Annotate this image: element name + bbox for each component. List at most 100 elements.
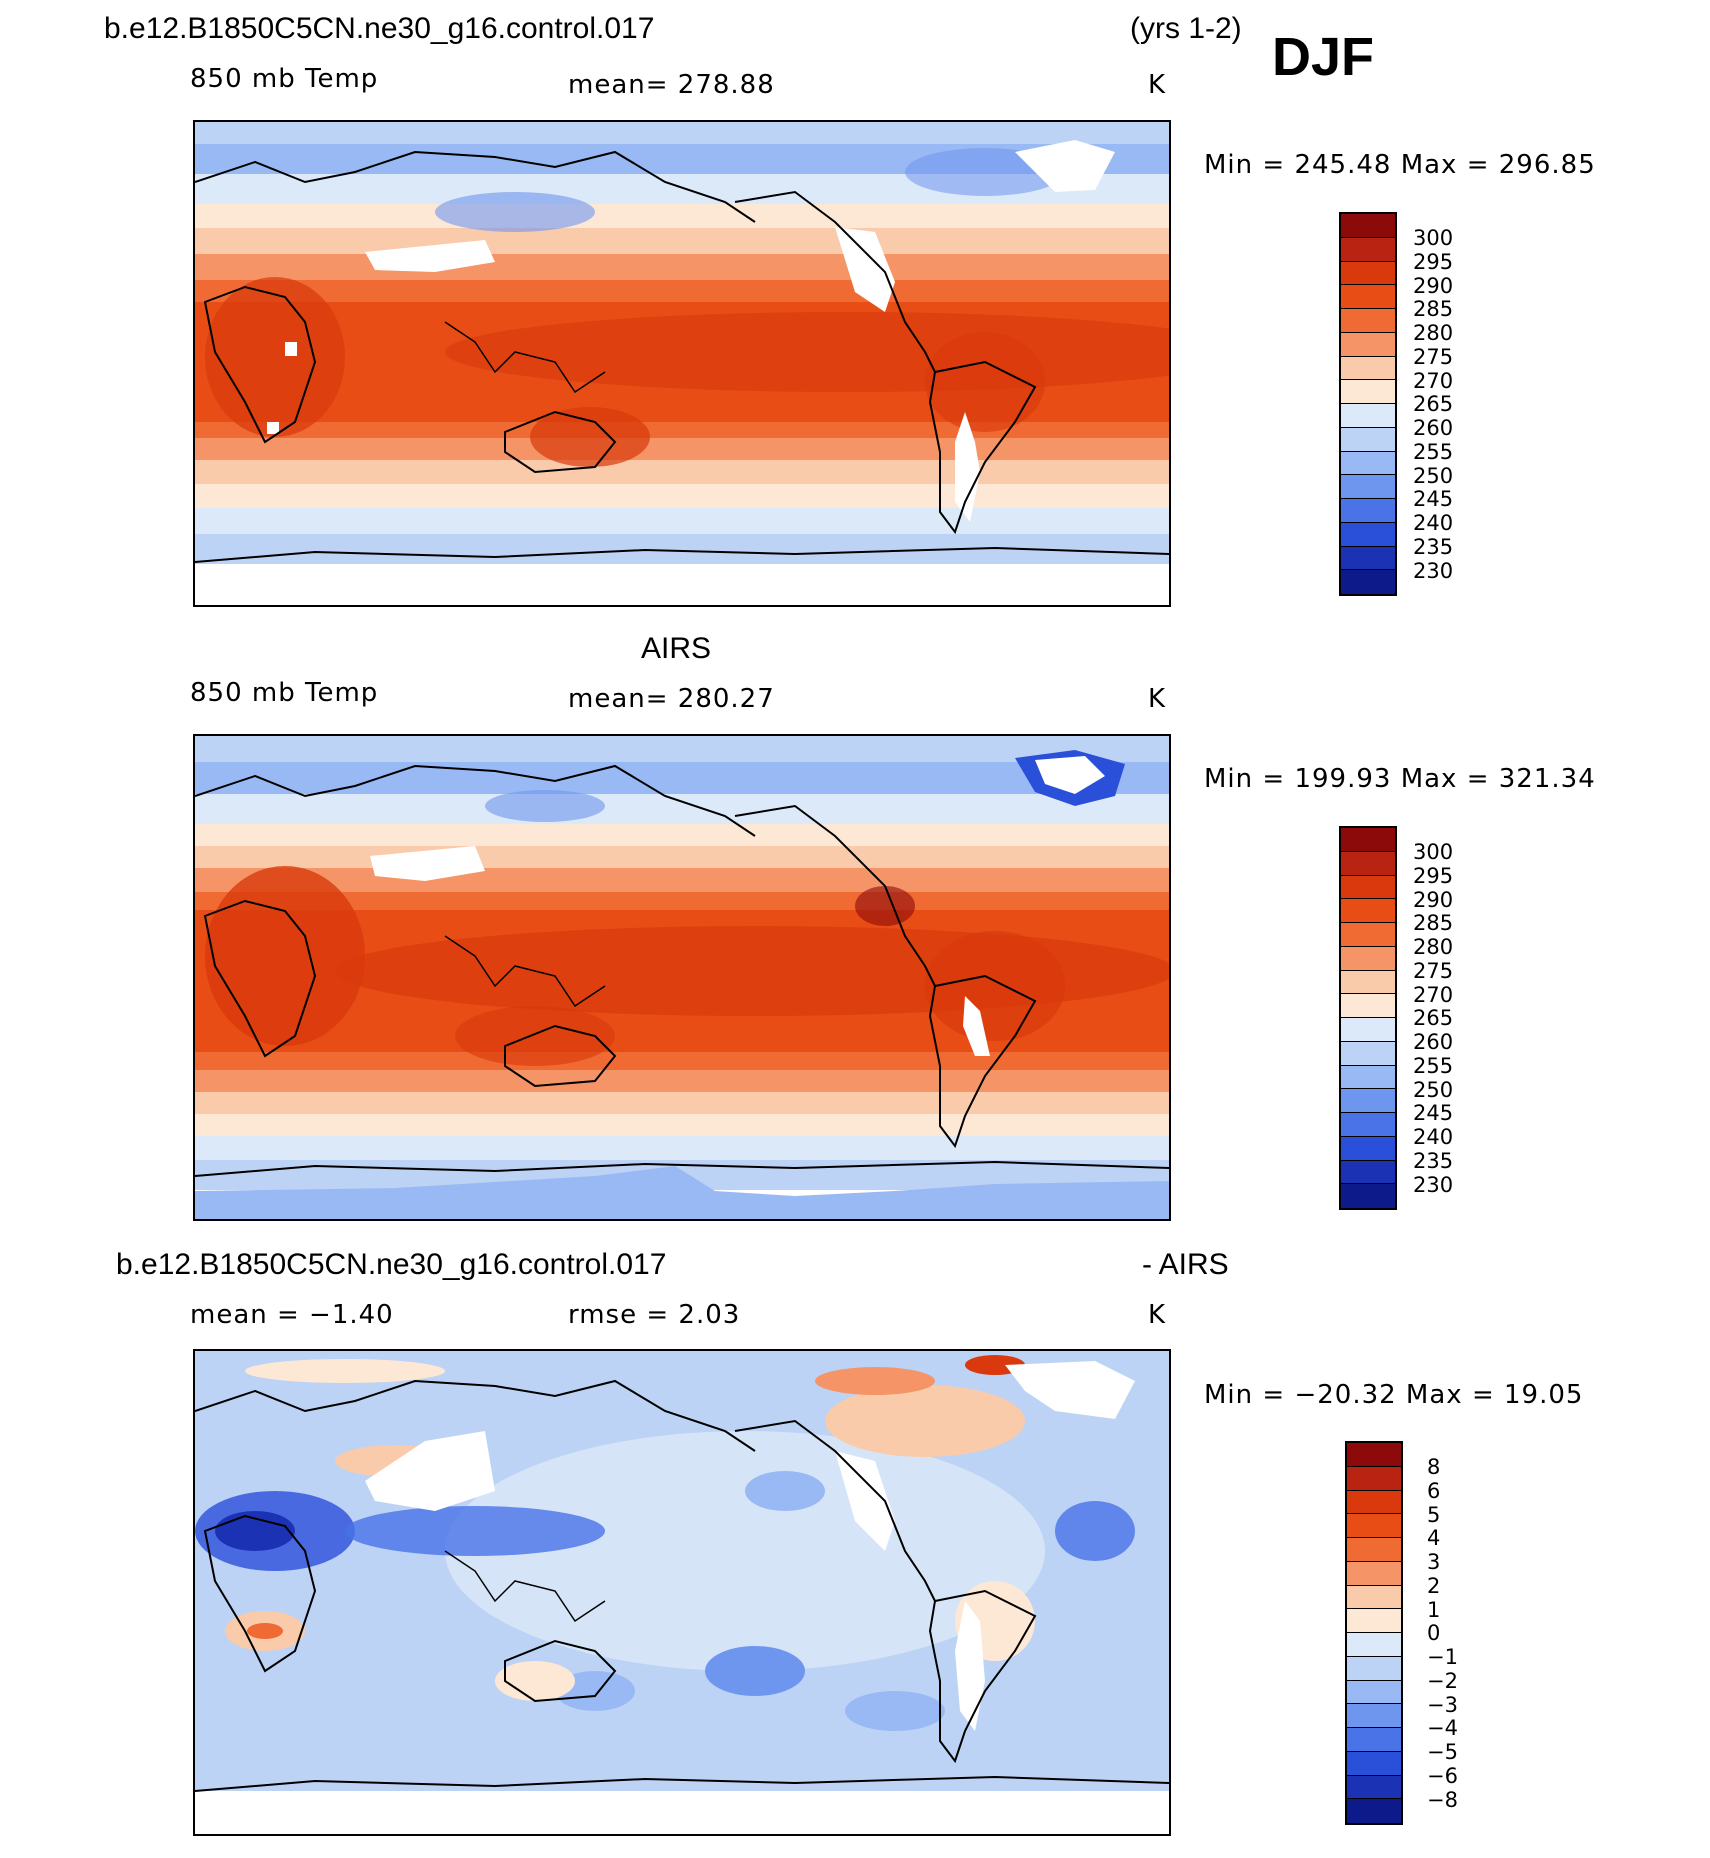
- colorbar-tick-label: 230: [1413, 1172, 1454, 1197]
- colorbar-segment: [1341, 380, 1395, 404]
- colorbar-tick-label: 3: [1427, 1550, 1441, 1574]
- colorbar-segment: [1341, 237, 1395, 262]
- colorbar-tick-label: 230: [1413, 558, 1454, 583]
- colorbar-tick-label: 270: [1413, 982, 1454, 1007]
- colorbar-segment: [1341, 875, 1395, 900]
- panel1-variable-label: 850 mb Temp: [190, 64, 379, 94]
- colorbar-tick-label: 285: [1413, 297, 1454, 322]
- panel1-field: [195, 122, 1169, 605]
- colorbar-segment: [1341, 970, 1395, 995]
- colorbar-segment: [1341, 1136, 1395, 1161]
- season-label: DJF: [1272, 27, 1375, 87]
- colorbar-tick-label: −4: [1427, 1716, 1458, 1741]
- colorbar-tick-label: 280: [1413, 935, 1454, 959]
- colorbar-segment: [1341, 923, 1395, 947]
- colorbar-segment: [1341, 1041, 1395, 1066]
- panel2-title: AIRS: [641, 632, 712, 665]
- colorbar-segment: [1347, 1561, 1401, 1586]
- colorbar-segment: [1347, 1443, 1401, 1467]
- colorbar-segment: [1341, 546, 1395, 571]
- colorbar-tick-label: 0: [1427, 1621, 1441, 1646]
- panel2-field: [195, 736, 1169, 1219]
- colorbar-tick-label: 295: [1413, 863, 1454, 888]
- panel1-minmax-label: Min = 245.48 Max = 296.85: [1204, 150, 1596, 180]
- colorbar-segment: [1347, 1490, 1401, 1515]
- colorbar-segment: [1347, 1656, 1401, 1681]
- colorbar-tick-label: −2: [1427, 1668, 1458, 1693]
- colorbar-segment: [1341, 946, 1395, 971]
- panel3-title-right: - AIRS: [1142, 1248, 1229, 1281]
- colorbar-segment: [1341, 1018, 1395, 1042]
- colorbar-tick-label: 270: [1413, 368, 1454, 393]
- colorbar-tick-label: 5: [1427, 1502, 1441, 1527]
- colorbar-segment: [1341, 1160, 1395, 1185]
- colorbar-tick-label: 2: [1427, 1573, 1441, 1598]
- panel3-minmax-label: Min = −20.32 Max = 19.05: [1204, 1380, 1584, 1410]
- colorbar-tick-label: 275: [1413, 344, 1454, 369]
- colorbar-tick-label: 280: [1413, 321, 1454, 345]
- colorbar-segment: [1341, 828, 1395, 852]
- colorbar-segment: [1341, 1089, 1395, 1113]
- colorbar-segment: [1347, 1609, 1401, 1633]
- colorbar-segment: [1347, 1775, 1401, 1800]
- colorbar-tick-label: 275: [1413, 958, 1454, 983]
- panel1-map: [193, 120, 1171, 607]
- panel2-map: [193, 734, 1171, 1221]
- panel2-variable-label: 850 mb Temp: [190, 678, 379, 708]
- colorbar-tick-label: 265: [1413, 1006, 1454, 1031]
- panel2-minmax-label: Min = 199.93 Max = 321.34: [1204, 764, 1596, 794]
- panel3-title-left: b.e12.B1850C5CN.ne30_g16.control.017: [116, 1248, 667, 1281]
- colorbar-tick-label: 250: [1413, 1077, 1454, 1102]
- years-label: (yrs 1-2): [1130, 12, 1242, 45]
- colorbar-tick-label: 255: [1413, 439, 1454, 464]
- colorbar-tick-label: 255: [1413, 1053, 1454, 1078]
- colorbar-tick-label: 6: [1427, 1478, 1441, 1503]
- panel3-map: [193, 1349, 1171, 1836]
- panel1-mean-label: mean= 278.88: [568, 70, 775, 100]
- colorbar-tick-label: −6: [1427, 1763, 1458, 1788]
- colorbar-segment: [1341, 994, 1395, 1018]
- colorbar-tick-label: 245: [1413, 1101, 1454, 1126]
- colorbar-segment: [1347, 1585, 1401, 1610]
- colorbar-tick-label: 265: [1413, 392, 1454, 417]
- colorbar-segment: [1341, 451, 1395, 476]
- colorbar-tick-label: −3: [1427, 1692, 1458, 1717]
- colorbar-tick-label: 290: [1413, 887, 1454, 912]
- colorbar-segment: [1347, 1538, 1401, 1562]
- colorbar-tick-label: 250: [1413, 463, 1454, 488]
- colorbar-segment: [1341, 332, 1395, 357]
- colorbar-segment: [1347, 1751, 1401, 1776]
- colorbar-tick-label: 235: [1413, 1148, 1454, 1173]
- colorbar-segment: [1341, 851, 1395, 876]
- colorbar-segment: [1341, 214, 1395, 238]
- colorbar-tick-label: 235: [1413, 534, 1454, 559]
- colorbar-segment: [1347, 1704, 1401, 1728]
- colorbar-tick-label: 300: [1413, 840, 1454, 864]
- colorbar-segment: [1341, 1113, 1395, 1137]
- colorbar-segment: [1341, 404, 1395, 428]
- colorbar-tick-label: 295: [1413, 249, 1454, 274]
- colorbar-tick-label: −8: [1427, 1787, 1458, 1812]
- colorbar-segment: [1341, 522, 1395, 547]
- case-title: b.e12.B1850C5CN.ne30_g16.control.017: [104, 12, 655, 45]
- colorbar-segment: [1341, 356, 1395, 381]
- colorbar-segment: [1341, 261, 1395, 286]
- panel3-colorbar: [1345, 1441, 1403, 1825]
- panel3-rmse-label: rmse = 2.03: [568, 1300, 741, 1330]
- panel1-colorbar: [1339, 212, 1397, 596]
- colorbar-segment: [1347, 1680, 1401, 1705]
- colorbar-segment: [1341, 475, 1395, 499]
- panel3-mean-label: mean = −1.40: [190, 1300, 394, 1330]
- colorbar-segment: [1341, 570, 1395, 594]
- colorbar-tick-label: 240: [1413, 511, 1454, 535]
- colorbar-tick-label: 1: [1427, 1597, 1441, 1622]
- panel3-units-label: K: [1148, 1300, 1167, 1330]
- colorbar-segment: [1341, 285, 1395, 309]
- colorbar-segment: [1341, 309, 1395, 333]
- colorbar-segment: [1347, 1466, 1401, 1491]
- panel1-units-label: K: [1148, 70, 1167, 100]
- colorbar-tick-label: 260: [1413, 1030, 1454, 1054]
- colorbar-tick-label: 8: [1427, 1455, 1441, 1479]
- colorbar-segment: [1341, 499, 1395, 523]
- colorbar-segment: [1341, 899, 1395, 923]
